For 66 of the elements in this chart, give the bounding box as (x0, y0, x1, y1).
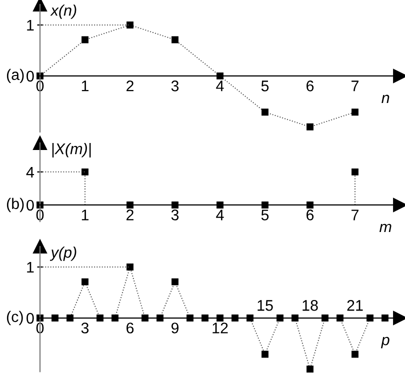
point (52, 314, 58, 322)
y-tick-label: 4 (26, 166, 34, 178)
point (262, 108, 268, 116)
x-tick-label: 4 (216, 80, 224, 92)
point (292, 314, 298, 322)
x-axis-title: n (382, 94, 390, 104)
x-tick-label: 6 (126, 322, 134, 334)
y-axis-title: y(p) (50, 246, 76, 261)
x2-tick-label: 15 (258, 300, 273, 311)
point (82, 278, 88, 286)
x-tick-label: 2 (126, 210, 134, 220)
point (322, 314, 328, 322)
point (306, 366, 314, 373)
x-tick-label: 3 (81, 322, 89, 334)
x-tick-label: 6 (306, 80, 314, 92)
point (246, 314, 254, 322)
x-tick-label: 1 (82, 210, 89, 220)
x-tick-label: 3 (171, 210, 179, 220)
x-tick-label: 5 (261, 80, 269, 92)
x2-tick-label: 21 (347, 300, 363, 311)
point (216, 314, 224, 322)
x-axis-title: m (379, 224, 392, 232)
point (126, 264, 134, 270)
point (112, 314, 118, 322)
point (352, 108, 358, 116)
y-tick-label: 0 (26, 312, 34, 324)
y-tick-label: 1 (27, 20, 34, 31)
point (172, 36, 178, 44)
x-tick-label: 5 (261, 210, 269, 220)
x-tick-label: 9 (171, 322, 179, 334)
text: (c) (6, 310, 23, 326)
x-tick-label: 7 (352, 80, 358, 92)
point (352, 350, 358, 358)
x-tick-label: 2 (126, 80, 134, 92)
y-axis-title: x(n) (50, 4, 76, 19)
y-tick-label: 0 (26, 70, 34, 82)
point (186, 314, 194, 322)
text: (a) (6, 68, 24, 84)
x-tick-label: 4 (216, 210, 224, 220)
point (336, 314, 344, 322)
point (382, 314, 388, 322)
x-tick-label: 3 (171, 80, 179, 92)
x-tick-label: 12 (212, 322, 228, 334)
x-tick-label: 1 (82, 80, 89, 92)
point (202, 314, 208, 322)
point (232, 314, 238, 322)
point (216, 72, 224, 80)
point (172, 278, 178, 286)
y-tick-label: 0 (26, 200, 34, 211)
text: (b) (6, 198, 24, 212)
y-axis-title: |X(m)| (52, 143, 91, 158)
point (276, 314, 284, 322)
point (366, 314, 374, 322)
point (142, 314, 148, 322)
x2-tick-label: 18 (302, 300, 318, 311)
point (82, 36, 88, 44)
point (306, 123, 314, 130)
point (126, 22, 134, 28)
point (156, 314, 164, 322)
point (66, 314, 74, 322)
x-tick-label: 7 (352, 210, 358, 220)
point (262, 350, 268, 358)
x-axis-title: p (380, 336, 390, 348)
y-tick-label: 1 (27, 262, 34, 273)
point (96, 314, 104, 322)
x-tick-label: 6 (306, 210, 314, 220)
